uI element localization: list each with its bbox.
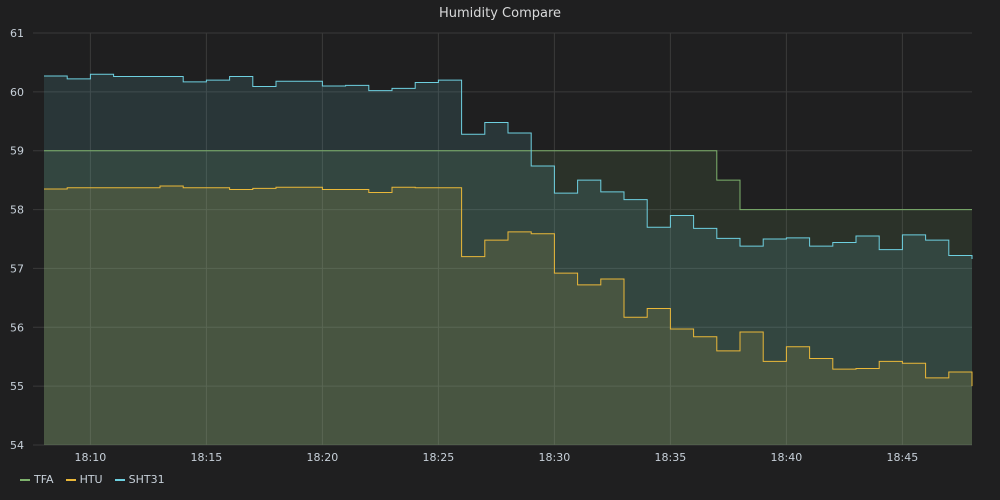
y-tick-label: 57 xyxy=(10,262,24,275)
series-area-htu xyxy=(44,186,972,445)
x-tick-label: 18:15 xyxy=(191,451,223,464)
grid xyxy=(33,32,972,446)
series-area-sht31 xyxy=(44,74,972,445)
y-tick-label: 55 xyxy=(10,380,24,393)
legend-swatch xyxy=(65,478,76,481)
x-tick-label: 18:25 xyxy=(423,451,455,464)
y-tick-label: 59 xyxy=(10,145,24,158)
series-area-tfa xyxy=(44,150,972,445)
y-tick-label: 61 xyxy=(10,27,24,40)
x-axis: 18:10 18:15 18:20 18:25 18:30 18:35 18:40 18:45 xyxy=(75,451,919,464)
legend: TFA HTU SHT31 xyxy=(20,473,165,486)
x-tick-label: 18:40 xyxy=(771,451,803,464)
series-line-tfa xyxy=(44,150,972,211)
x-tick-label: 18:45 xyxy=(887,451,919,464)
series-areas xyxy=(44,74,972,445)
y-tick-label: 58 xyxy=(10,204,24,217)
legend-item-tfa[interactable]: TFA xyxy=(20,473,54,486)
legend-label: TFA xyxy=(34,473,54,486)
x-tick-label: 18:20 xyxy=(307,451,339,464)
x-tick-label: 18:30 xyxy=(539,451,571,464)
legend-label: HTU xyxy=(79,473,103,486)
series-line-sht31 xyxy=(44,73,973,260)
panel-title: Humidity Compare xyxy=(438,6,562,21)
legend-swatch xyxy=(114,478,125,481)
y-axis: 54 55 56 57 58 59 60 61 xyxy=(10,27,24,452)
series-lines xyxy=(44,73,973,387)
x-tick-label: 18:10 xyxy=(75,451,107,464)
legend-swatch xyxy=(20,478,30,481)
y-tick-label: 56 xyxy=(10,321,24,334)
legend-item-sht31[interactable]: SHT31 xyxy=(114,473,165,486)
legend-item-htu[interactable]: HTU xyxy=(65,473,103,486)
y-tick-label: 60 xyxy=(10,86,24,99)
y-tick-label: 54 xyxy=(10,439,24,452)
x-tick-label: 18:35 xyxy=(655,451,687,464)
legend-label: SHT31 xyxy=(128,473,165,486)
series-line-htu xyxy=(44,185,973,387)
